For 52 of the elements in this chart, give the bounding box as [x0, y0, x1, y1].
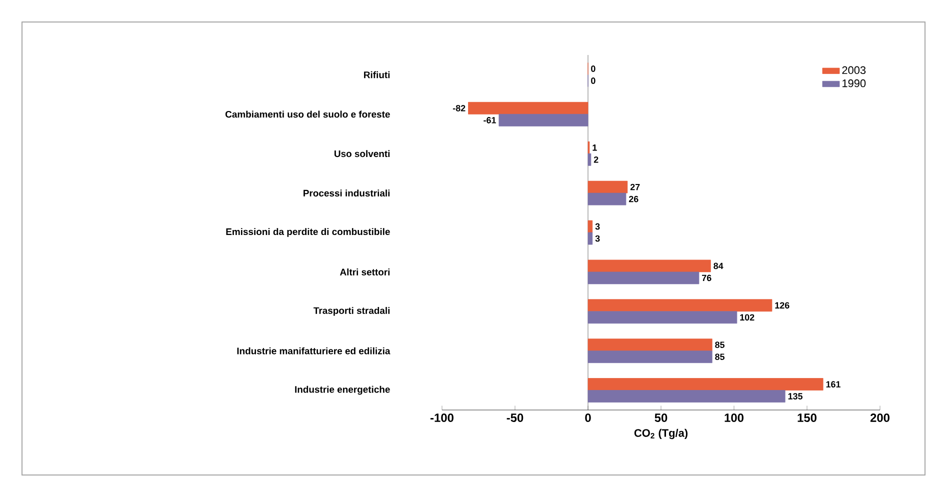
bar — [588, 220, 593, 233]
data-label: 85 — [715, 342, 725, 348]
data-label: 126 — [775, 302, 790, 309]
data-label: 161 — [826, 381, 840, 388]
data-label: 0 — [591, 66, 596, 72]
data-label: -61 — [484, 116, 496, 124]
data-label: 27 — [630, 184, 640, 190]
data-label: 0 — [591, 78, 596, 84]
bar — [588, 232, 593, 245]
data-label: 1 — [592, 144, 597, 151]
bar — [588, 260, 711, 272]
y-tick-label: Emissioni da perdite di combustibile — [226, 228, 390, 237]
data-label: 3 — [595, 223, 600, 230]
data-label: 85 — [715, 354, 725, 360]
bar — [588, 338, 712, 352]
y-tick-label: Industrie manifatturiere ed edilizia — [237, 347, 390, 354]
data-label: 135 — [788, 393, 802, 400]
data-label: 26 — [628, 196, 638, 202]
data-label: 2 — [594, 156, 598, 163]
x-tick-label: 100 — [724, 414, 744, 422]
x-axis-title: CO$_{2}$ (Tg/a) — [634, 428, 688, 440]
x-tick-label: -50 — [506, 414, 524, 422]
x-tick-label: 0 — [585, 414, 591, 422]
bar — [588, 311, 738, 324]
data-label: 102 — [740, 314, 754, 321]
data-label: 76 — [702, 274, 712, 282]
legend-label: 1990 — [842, 79, 866, 88]
y-tick-label: Cambiamenti uso del suolo e foreste — [225, 110, 390, 118]
bar — [588, 390, 786, 402]
bar — [588, 350, 712, 364]
x-tick-label: 200 — [870, 414, 890, 422]
y-tick-label: Processi industriali — [304, 190, 390, 197]
data-label: 84 — [714, 262, 724, 270]
y-tick-label: Trasporti stradali — [314, 306, 390, 316]
bar — [588, 180, 628, 194]
x-tick-label: -100 — [430, 414, 454, 422]
x-tick-label: 50 — [654, 414, 668, 422]
data-label: -82 — [452, 104, 466, 112]
legend-label: 2003 — [842, 66, 866, 74]
bar — [588, 299, 772, 312]
y-tick-label: Uso solventi — [334, 150, 390, 158]
y-tick-label: Industrie energetiche — [295, 386, 390, 395]
x-tick-label: 150 — [798, 414, 816, 422]
data-label: 3 — [595, 235, 600, 242]
bar — [588, 272, 700, 284]
bar — [498, 114, 588, 126]
y-tick-label: Altri settori — [340, 268, 390, 276]
bar — [588, 192, 626, 206]
bar — [468, 102, 588, 114]
y-tick-label: Rifiuti — [364, 71, 390, 78]
bar — [588, 153, 592, 166]
bar — [588, 378, 824, 390]
